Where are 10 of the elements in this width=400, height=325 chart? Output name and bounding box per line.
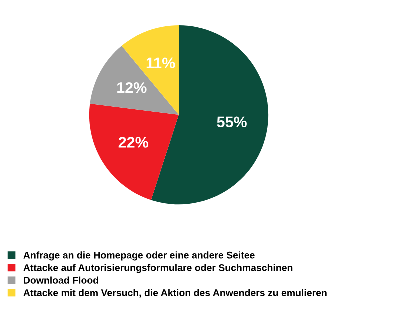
- legend-label: Download Flood: [24, 276, 98, 284]
- legend-label: Attacke mit dem Versuch, die Aktion des Anwenders zu emulieren: [24, 289, 327, 298]
- data-label: 55%: [217, 116, 247, 128]
- data-label: 11%: [146, 58, 176, 69]
- pie-slice: [89, 104, 179, 200]
- data-label: 22%: [118, 137, 149, 148]
- legend-label: Attacke auf Autorisierungsformulare oder Suchmaschinen: [24, 264, 293, 274]
- pie-slice: [90, 46, 179, 116]
- data-label: 12%: [118, 82, 147, 94]
- legend-label: Anfrage an die Homepage oder eine andere Seitee: [24, 252, 255, 261]
